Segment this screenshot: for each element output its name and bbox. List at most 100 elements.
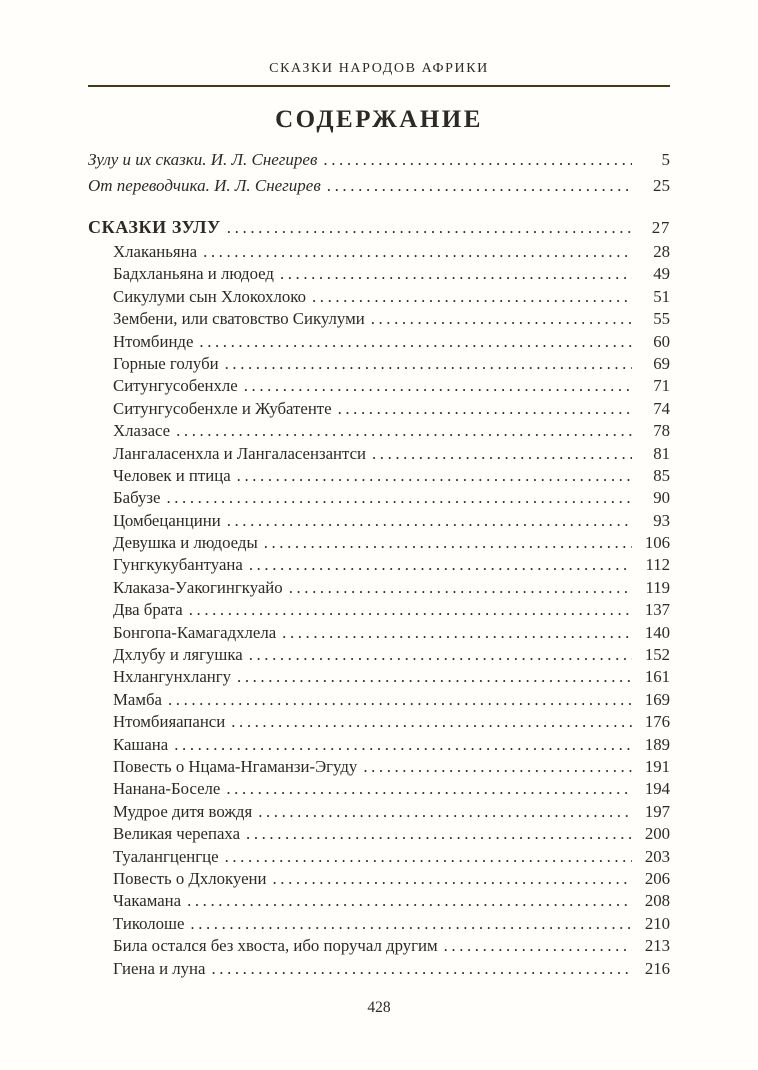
toc-entry-page: 119 bbox=[645, 577, 670, 597]
toc-entry-title: Зембени, или сватовство Сикулуми bbox=[113, 309, 365, 329]
dot-leader bbox=[189, 599, 632, 621]
dot-leader bbox=[227, 216, 632, 240]
toc-entry-title: Хлазасе bbox=[113, 421, 171, 441]
dot-leader bbox=[225, 353, 632, 375]
toc-entry-page: 28 bbox=[653, 242, 670, 261]
toc-entry: Мудрое дитя вождя 197 bbox=[88, 801, 670, 823]
toc-entry-page: 216 bbox=[644, 958, 670, 978]
toc-entry-page: 213 bbox=[644, 936, 670, 956]
toc-entry-title: Бадхланьяна и людоед bbox=[113, 264, 274, 284]
toc-entry-title: Бабузе bbox=[113, 488, 161, 508]
toc-entry-title: Сикулуми сын Хлокохлоко bbox=[113, 286, 306, 306]
toc-entry-page: 112 bbox=[645, 555, 670, 575]
dot-leader bbox=[363, 756, 632, 778]
dot-leader bbox=[199, 331, 632, 353]
toc-entry-page: 176 bbox=[644, 712, 670, 732]
toc-entry-page: 200 bbox=[644, 824, 670, 844]
toc-entry-title: Горные голуби bbox=[113, 353, 219, 373]
toc-entry: От переводчика. И. Л. Снегирев 25 bbox=[88, 173, 670, 199]
toc-entry-title: Нанана-Боселе bbox=[113, 779, 221, 799]
toc-entry-page: 194 bbox=[644, 779, 670, 799]
toc-entry: Повесть о Дхлокуени 206 bbox=[88, 868, 670, 890]
toc-entry-title: Гунгкукубантуана bbox=[113, 555, 243, 575]
toc-entry-page: 81 bbox=[653, 443, 670, 463]
toc-entry-title: Ситунгусобенхле bbox=[113, 376, 238, 396]
toc-entry-page: 60 bbox=[653, 331, 670, 351]
dot-leader bbox=[203, 241, 632, 263]
toc-entry-page: 49 bbox=[653, 264, 670, 284]
toc-entry: Два брата 137 bbox=[88, 599, 670, 621]
toc-entry-page: 78 bbox=[653, 421, 670, 441]
toc-entry-title: Чакамана bbox=[113, 891, 182, 911]
toc-entry-title: От переводчика. И. Л. Снегирев bbox=[88, 175, 321, 195]
dot-leader bbox=[258, 801, 632, 823]
toc-entry: Цомбецанцини 93 bbox=[88, 510, 670, 532]
toc-entry: Нхлангунхлангу 161 bbox=[88, 666, 670, 688]
toc-entry-page: 85 bbox=[653, 465, 670, 485]
toc-entry: Горные голуби 69 bbox=[88, 353, 670, 375]
toc-entry-title: Девушка и людоеды bbox=[113, 533, 258, 553]
toc-entry-title: Лангаласенхла и Лангаласензантси bbox=[113, 443, 366, 463]
toc-entry-page: 197 bbox=[644, 801, 670, 821]
toc-entry: Великая черепаха 200 bbox=[88, 823, 670, 845]
dot-leader bbox=[282, 622, 632, 644]
dot-leader bbox=[227, 510, 632, 532]
dot-leader bbox=[338, 398, 632, 420]
toc-section-title: СКАЗКИ ЗУЛУ bbox=[88, 217, 221, 237]
toc-entry-page: 51 bbox=[653, 286, 670, 306]
dot-leader bbox=[168, 689, 632, 711]
dot-leader bbox=[225, 846, 632, 868]
dot-leader bbox=[264, 532, 632, 554]
toc-section: СКАЗКИ ЗУЛУ 27 bbox=[88, 215, 670, 240]
toc-entry: Ситунгусобенхле 71 bbox=[88, 375, 670, 397]
toc-entry: Хлазасе 78 bbox=[88, 420, 670, 442]
toc-entry-page: 55 bbox=[653, 309, 670, 329]
dot-leader bbox=[289, 577, 632, 599]
toc-entry-title: Хлаканьяна bbox=[113, 242, 198, 261]
dot-leader bbox=[372, 443, 632, 465]
toc-entry-title: Зулу и их сказки. И. Л. Снегирев bbox=[88, 150, 318, 169]
dot-leader bbox=[280, 263, 632, 285]
running-header: СКАЗКИ НАРОДОВ АФРИКИ bbox=[88, 0, 670, 87]
toc-entry: Клаказа-Уакогингкуайо 119 bbox=[88, 577, 670, 599]
toc-entry: Бабузе 90 bbox=[88, 487, 670, 509]
folio-page-number: 428 bbox=[367, 999, 391, 1016]
toc-entry: Чакамана 208 bbox=[88, 890, 670, 912]
dot-leader bbox=[444, 935, 632, 957]
toc-entry: Хлаканьяна 28 bbox=[88, 241, 670, 263]
toc-entry-page: 25 bbox=[653, 175, 670, 195]
toc-entry-title: Нтомбинде bbox=[113, 331, 194, 351]
toc-section-page: 27 bbox=[651, 218, 670, 237]
dot-leader bbox=[244, 375, 632, 397]
dot-leader bbox=[323, 147, 632, 173]
toc-entry-title: Мамба bbox=[113, 689, 162, 709]
dot-leader bbox=[246, 823, 632, 845]
toc-entry: Туалангценгце 203 bbox=[88, 846, 670, 868]
toc-entry: Нанана-Боселе 194 bbox=[88, 778, 670, 800]
toc-entry-page: 69 bbox=[653, 353, 670, 373]
toc-entry: Гиена и луна 216 bbox=[88, 958, 670, 980]
page-title: СОДЕРЖАНИЕ bbox=[275, 106, 483, 133]
toc-entry-title: Била остался без хвоста, ибо поручал дру… bbox=[113, 936, 438, 956]
toc-entry: Била остался без хвоста, ибо поручал дру… bbox=[88, 935, 670, 957]
toc-entry-title: Клаказа-Уакогингкуайо bbox=[113, 577, 283, 597]
toc-entry: Тиколоше 210 bbox=[88, 913, 670, 935]
dot-leader bbox=[273, 868, 632, 890]
toc-entry-page: 210 bbox=[644, 913, 670, 933]
toc-entry-page: 191 bbox=[644, 756, 670, 776]
toc-entry-page: 5 bbox=[661, 150, 671, 169]
dot-leader bbox=[226, 778, 632, 800]
toc-entry: Нтомбияапанси 176 bbox=[88, 711, 670, 733]
toc-entry: Повесть о Нцама-Нгаманзи-Эгуду 191 bbox=[88, 756, 670, 778]
toc-entry: Зулу и их сказки. И. Л. Снегирев 5 bbox=[88, 147, 670, 173]
toc-entry-page: 71 bbox=[653, 376, 670, 396]
dot-leader bbox=[249, 554, 632, 576]
toc-entry: Бадхланьяна и людоед 49 bbox=[88, 263, 670, 285]
toc-entry-page: 208 bbox=[644, 891, 670, 911]
dot-leader bbox=[176, 420, 632, 442]
running-header-title: СКАЗКИ НАРОДОВ АФРИКИ bbox=[269, 61, 489, 76]
toc-entry: Гунгкукубантуана 112 bbox=[88, 554, 670, 576]
dot-leader bbox=[249, 644, 632, 666]
toc-entry-page: 203 bbox=[644, 846, 670, 866]
